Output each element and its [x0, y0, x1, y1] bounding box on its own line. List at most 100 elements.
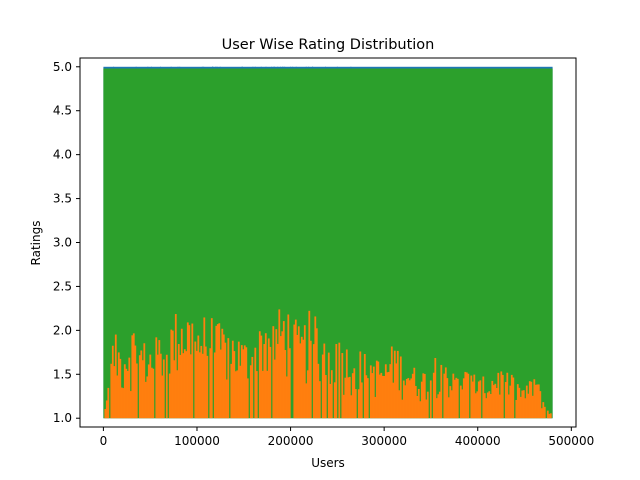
x-tick-label: 200000 — [268, 434, 314, 448]
series-min-bar — [435, 398, 438, 419]
series-min-bar — [123, 364, 126, 419]
series-min-bar — [146, 376, 149, 419]
series-min-bar — [297, 326, 300, 419]
series-min-bar — [179, 354, 182, 419]
series-min-bar — [131, 335, 134, 419]
series-min-bar — [174, 314, 177, 419]
series-min-bar — [276, 343, 279, 419]
series-min-bar — [485, 398, 488, 419]
series-min-bar — [459, 385, 462, 419]
series-min-bar — [489, 393, 492, 419]
series-min-bar — [294, 319, 297, 419]
series-min-bar — [357, 389, 360, 419]
series-min-bar — [203, 317, 206, 419]
y-tick-label: 3.0 — [53, 236, 72, 250]
series-min-bar — [525, 385, 528, 419]
series-min-bar — [120, 387, 123, 419]
series-min-bar — [390, 346, 393, 419]
series-min-bar — [393, 350, 396, 419]
series-min-bar — [530, 381, 533, 419]
series-min-bar — [375, 360, 378, 419]
series-min-bar — [231, 340, 234, 419]
series-min-bar — [293, 324, 296, 419]
series-min-bar — [284, 350, 287, 419]
series-min-bar — [263, 344, 266, 419]
series-min-bar — [426, 391, 429, 419]
series-min-bar — [425, 399, 428, 419]
series-min-bar — [377, 361, 380, 419]
series-min-bar — [467, 373, 470, 419]
y-tick-label: 5.0 — [53, 60, 72, 74]
series-min-bar — [159, 353, 162, 419]
series-min-bar — [240, 345, 243, 419]
series-min-bar — [504, 381, 507, 419]
series-min-bar — [369, 365, 372, 419]
series-min-bar — [318, 381, 321, 419]
series-min-bar — [215, 325, 218, 419]
series-min-bar — [150, 367, 153, 419]
series-min-bar — [177, 344, 180, 419]
series-min-bar — [447, 397, 450, 419]
series-min-bar — [432, 372, 435, 419]
y-tick-label: 3.5 — [53, 192, 72, 206]
series-min-bar — [125, 368, 128, 419]
series-min-bar — [528, 381, 531, 419]
series-min-bar — [111, 345, 114, 419]
y-tick-label: 1.5 — [53, 367, 72, 381]
series-min-bar — [395, 363, 398, 419]
series-min-bar — [522, 390, 525, 419]
series-min-bar — [366, 378, 369, 419]
series-min-bar — [509, 385, 512, 419]
series-min-bar — [119, 358, 122, 419]
series-min-bar — [531, 395, 534, 419]
series-min-bar — [134, 345, 137, 419]
y-tick-label: 2.0 — [53, 323, 72, 337]
series-min-bar — [242, 349, 245, 419]
series-min-bar — [450, 390, 453, 419]
series-min-bar — [300, 336, 303, 419]
series-min-bar — [104, 409, 107, 419]
series-min-bar — [420, 381, 423, 419]
y-axis-label: Ratings — [29, 221, 43, 266]
series-min-bar — [176, 370, 179, 419]
series-min-bar — [506, 372, 509, 419]
series-min-bar — [453, 379, 456, 419]
series-min-bar — [378, 374, 381, 419]
series-min-bar — [402, 380, 405, 419]
series-min-bar — [309, 340, 312, 419]
series-min-bar — [129, 391, 132, 419]
series-min-bar — [507, 394, 510, 419]
series-min-bar — [345, 349, 348, 419]
series-min-bar — [396, 350, 399, 419]
series-min-bar — [278, 309, 281, 419]
series-min-bar — [237, 341, 240, 419]
series-min-bar — [258, 331, 261, 419]
series-min-bar — [338, 342, 341, 419]
series-min-bar — [171, 330, 174, 419]
series-min-bar — [227, 338, 230, 419]
series-min-bar — [264, 333, 267, 419]
series-min-bar — [381, 375, 384, 419]
series-min-bar — [452, 373, 455, 419]
x-tick-label: 0 — [100, 434, 108, 448]
series-min-bar — [185, 351, 188, 419]
series-min-bar — [281, 331, 284, 419]
series-min-bar — [455, 377, 458, 419]
series-min-bar — [476, 391, 479, 419]
series-min-bar — [359, 351, 362, 419]
series-min-bar — [273, 359, 276, 419]
series-min-bar — [408, 380, 411, 419]
series-min-bar — [314, 316, 317, 419]
series-min-bar — [360, 382, 363, 419]
y-tick-label: 2.5 — [53, 279, 72, 293]
series-min-bar — [312, 344, 315, 419]
chart-title: User Wise Rating Distribution — [222, 37, 435, 53]
series-min-bar — [515, 399, 518, 419]
series-min-bar — [354, 389, 357, 419]
series-min-bar — [537, 384, 540, 419]
series-min-bar — [143, 343, 146, 419]
series-min-bar — [518, 387, 521, 419]
series-min-bar — [126, 370, 129, 419]
series-min-bar — [444, 367, 447, 419]
